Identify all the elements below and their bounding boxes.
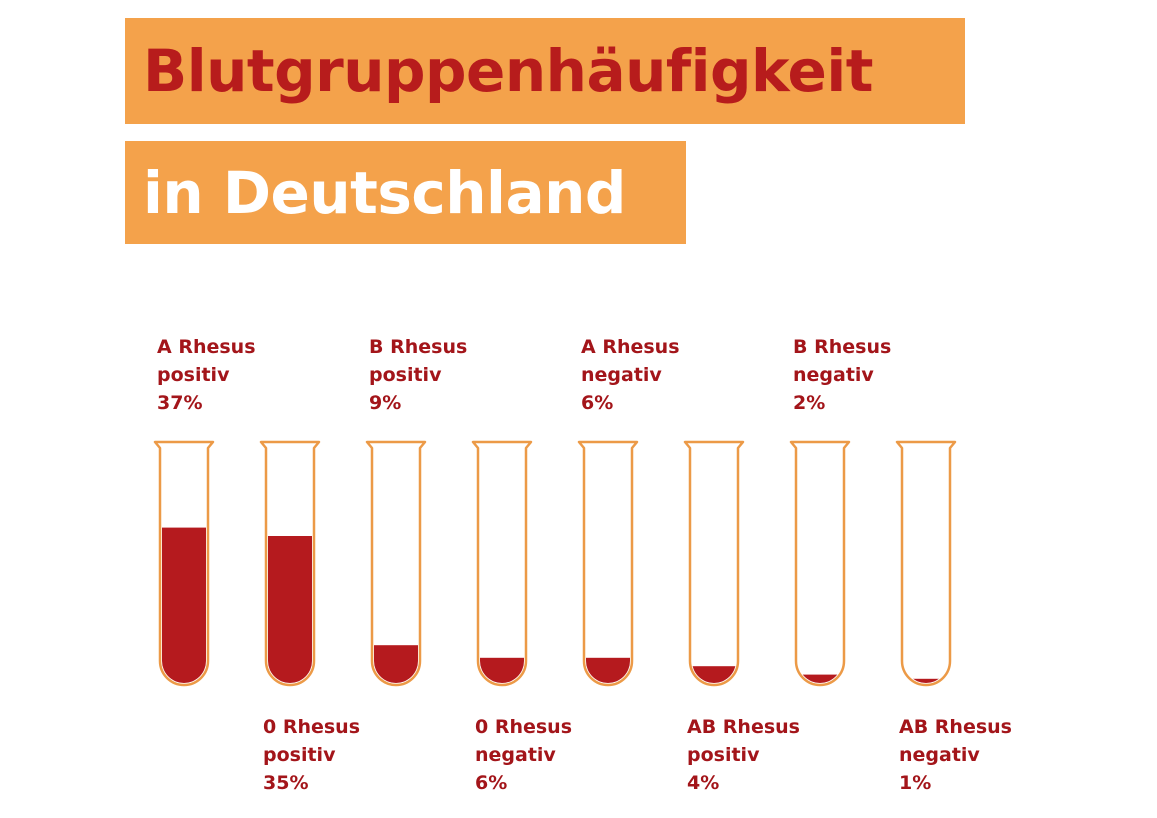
tube-label-6: AB Rhesus positiv 4% (687, 713, 857, 797)
test-tube-5 (577, 440, 639, 687)
label-percent: 6% (581, 392, 614, 414)
tube-outline-2 (259, 440, 321, 687)
tube-label-4: 0 Rhesus negativ 6% (475, 713, 645, 797)
label-rhesus: negativ (581, 364, 662, 386)
test-tube-2 (259, 440, 321, 687)
test-tube-7 (789, 440, 851, 687)
tube-outline-4 (471, 440, 533, 687)
label-percent: 37% (157, 392, 203, 414)
label-group: 0 Rhesus (475, 716, 573, 738)
label-rhesus: negativ (475, 744, 556, 766)
label-percent: 4% (687, 772, 720, 794)
title-text-1: Blutgruppenhäufigkeit (143, 37, 874, 105)
blood-fill-2 (268, 536, 312, 683)
blood-fill-1 (162, 527, 206, 683)
test-tube-3 (365, 440, 427, 687)
label-group: AB Rhesus (899, 716, 1012, 738)
test-tube-1 (153, 440, 215, 687)
tube-outline-8 (895, 440, 957, 687)
label-group: A Rhesus (157, 336, 256, 358)
blood-fill-8 (904, 678, 948, 683)
tube-outline-6 (683, 440, 745, 687)
label-percent: 9% (369, 392, 402, 414)
title-text-2: in Deutschland (143, 158, 626, 227)
title-line-2: in Deutschland (125, 141, 686, 244)
tube-label-8: AB Rhesus negativ 1% (899, 713, 1069, 797)
label-group: A Rhesus (581, 336, 680, 358)
label-percent: 1% (899, 772, 932, 794)
title-line-1: Blutgruppenhäufigkeit (125, 18, 965, 124)
test-tube-4 (471, 440, 533, 687)
label-rhesus: positiv (687, 744, 760, 766)
label-percent: 35% (263, 772, 309, 794)
tube-outline-5 (577, 440, 639, 687)
label-rhesus: negativ (793, 364, 874, 386)
label-percent: 2% (793, 392, 826, 414)
test-tube-8 (895, 440, 957, 687)
tube-outline-7 (789, 440, 851, 687)
blood-fill-6 (692, 666, 736, 683)
blood-fill-7 (798, 674, 842, 683)
label-rhesus: positiv (263, 744, 336, 766)
label-percent: 6% (475, 772, 508, 794)
test-tube-6 (683, 440, 745, 687)
label-rhesus: negativ (899, 744, 980, 766)
label-group: AB Rhesus (687, 716, 800, 738)
label-rhesus: positiv (157, 364, 230, 386)
tube-label-1: A Rhesus positiv 37% (157, 333, 327, 417)
tube-label-2: 0 Rhesus positiv 35% (263, 713, 433, 797)
tube-outline-1 (153, 440, 215, 687)
tube-label-5: A Rhesus negativ 6% (581, 333, 751, 417)
label-group: B Rhesus (793, 336, 892, 358)
label-group: 0 Rhesus (263, 716, 361, 738)
tube-outline-3 (365, 440, 427, 687)
tube-label-3: B Rhesus positiv 9% (369, 333, 539, 417)
label-group: B Rhesus (369, 336, 468, 358)
label-rhesus: positiv (369, 364, 442, 386)
tube-label-7: B Rhesus negativ 2% (793, 333, 963, 417)
blood-fill-3 (374, 645, 418, 683)
